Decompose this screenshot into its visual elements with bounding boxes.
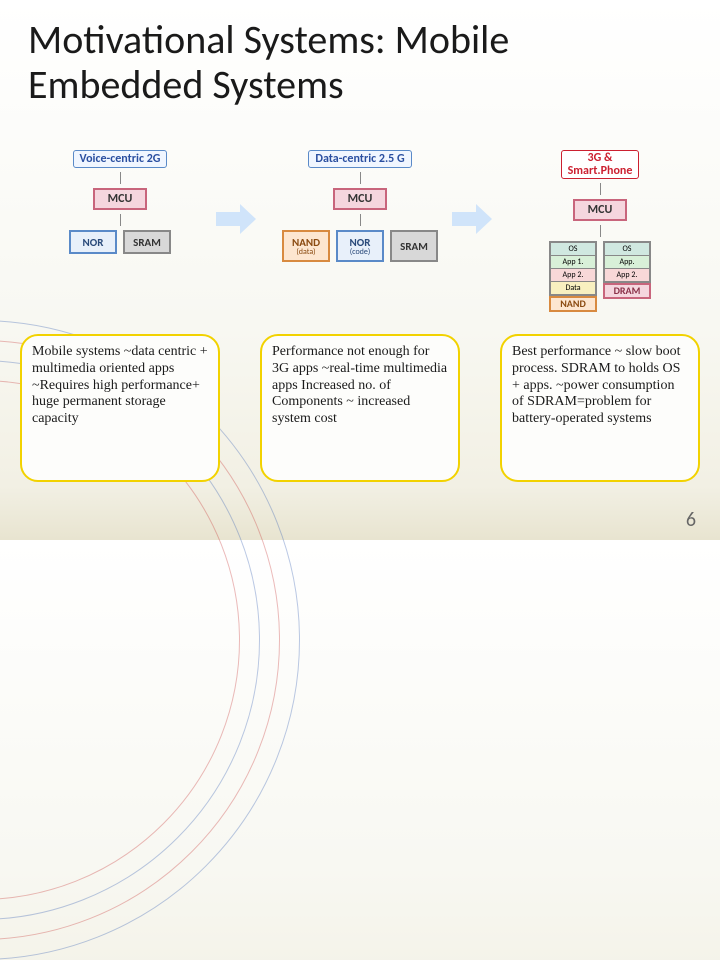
diagram-col-2-5g: Data-centric 2.5 G MCU NAND (data) NOR (… <box>260 150 460 312</box>
memory-row: OS App 1. App 2. Data NAND OS App. App 2… <box>549 241 651 312</box>
memory-row: NOR SRAM <box>69 230 171 254</box>
stack-app1: App. <box>605 256 649 269</box>
bus-line <box>360 214 361 226</box>
diagrams-row: Voice-centric 2G MCU NOR SRAM Data-centr… <box>0 150 720 312</box>
stack-app1: App 1. <box>551 256 595 269</box>
diagram-col-2g: Voice-centric 2G MCU NOR SRAM <box>20 150 220 312</box>
mem-label: NOR <box>350 237 371 248</box>
nand-label: NAND <box>549 296 597 312</box>
dram-stack: OS App. App 2. DRAM <box>603 241 651 299</box>
stack-data: Data <box>551 282 595 294</box>
bus-line <box>600 225 601 237</box>
mem-label: NAND <box>292 237 320 248</box>
nand-block: NAND (data) <box>282 230 330 262</box>
mcu-block: MCU <box>573 199 627 221</box>
nand-stack: OS App 1. App 2. Data NAND <box>549 241 597 312</box>
app-stack-dram: OS App. App 2. <box>603 241 651 283</box>
mem-sublabel: (code) <box>350 248 371 256</box>
stack-os: OS <box>605 243 649 256</box>
bus-line <box>360 172 361 184</box>
header-3g-line2: Smart.Phone <box>568 164 633 178</box>
page-number: 6 <box>686 508 696 532</box>
arrow-icon <box>452 204 492 234</box>
mcu-block: MCU <box>93 188 147 210</box>
stack-app2: App 2. <box>551 269 595 282</box>
stack-os: OS <box>551 243 595 256</box>
sram-block: SRAM <box>390 230 438 262</box>
header-2-5g: Data-centric 2.5 G <box>308 150 411 168</box>
nor-block: NOR <box>69 230 117 254</box>
sram-block: SRAM <box>123 230 171 254</box>
mem-sublabel: (data) <box>296 248 315 256</box>
header-3g: 3G & Smart.Phone <box>561 150 640 179</box>
note-box-3: Best performance ~ slow boot process. SD… <box>500 334 700 482</box>
arrow-icon <box>216 204 256 234</box>
stack-app2: App 2. <box>605 269 649 281</box>
mcu-block: MCU <box>333 188 387 210</box>
nor-block: NOR (code) <box>336 230 384 262</box>
title-line-2: Embedded Systems <box>28 60 344 109</box>
app-stack-nand: OS App 1. App 2. Data <box>549 241 597 296</box>
bus-line <box>120 172 121 184</box>
header-2g: Voice-centric 2G <box>73 150 168 168</box>
slide-title: Motivational Systems: Mobile Embedded Sy… <box>28 18 509 108</box>
dram-label: DRAM <box>603 283 651 299</box>
diagram-col-3g: 3G & Smart.Phone MCU OS App 1. App 2. Da… <box>500 150 700 312</box>
memory-row: NAND (data) NOR (code) SRAM <box>282 230 438 262</box>
bus-line <box>120 214 121 226</box>
bus-line <box>600 183 601 195</box>
title-line-1: Motivational Systems: Mobile <box>28 15 509 64</box>
note-box-1: Mobile systems ~data centric + multimedi… <box>20 334 220 482</box>
note-box-2: Performance not enough for 3G apps ~real… <box>260 334 460 482</box>
notes-row: Mobile systems ~data centric + multimedi… <box>0 334 720 482</box>
